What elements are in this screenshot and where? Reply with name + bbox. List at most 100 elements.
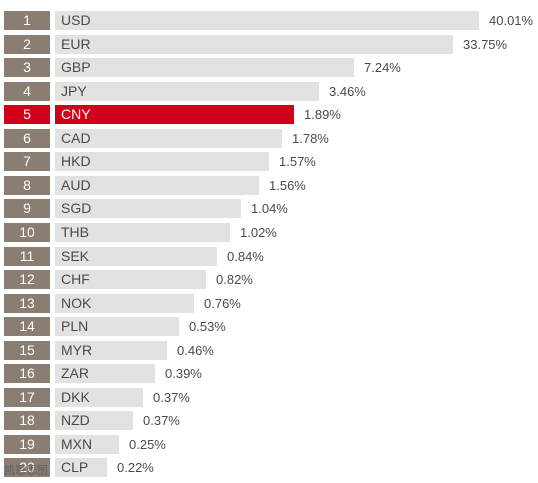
- category-label: DKK: [61, 389, 90, 405]
- category-label: NOK: [61, 295, 92, 311]
- value-label: 0.76%: [204, 296, 241, 311]
- bar: [55, 341, 167, 360]
- rank-label: 18: [4, 411, 50, 430]
- value-label: 1.57%: [279, 154, 316, 169]
- value-label: 1.78%: [292, 131, 329, 146]
- rank-label: 9: [4, 199, 50, 218]
- bar: [55, 105, 294, 124]
- bar-row-chf: 12 CHF 0.82%: [4, 270, 538, 289]
- value-label: 0.53%: [189, 319, 226, 334]
- category-label: EUR: [61, 36, 91, 52]
- bar-row-clp: 20 CLP 0.22%: [4, 458, 538, 477]
- bar: [55, 247, 217, 266]
- watermark: 凯恩思图: [4, 465, 48, 477]
- bar-row-hkd: 7 HKD 1.57%: [4, 152, 538, 171]
- rank-label: 6: [4, 129, 50, 148]
- rank-label: 17: [4, 388, 50, 407]
- rank-label: 10: [4, 223, 50, 242]
- bar-row-jpy: 4 JPY 3.46%: [4, 82, 538, 101]
- value-label: 0.39%: [165, 366, 202, 381]
- category-label: GBP: [61, 59, 91, 75]
- rank-label: 3: [4, 58, 50, 77]
- bar: [55, 176, 259, 195]
- bar: [55, 458, 107, 477]
- bar-row-usd: 1 USD 40.01%: [4, 11, 538, 30]
- bar-row-mxn: 19 MXN 0.25%: [4, 435, 538, 454]
- value-label: 0.22%: [117, 460, 154, 475]
- bar: [55, 82, 319, 101]
- bar-row-gbp: 3 GBP 7.24%: [4, 58, 538, 77]
- category-label: SGD: [61, 200, 92, 216]
- bar-row-zar: 16 ZAR 0.39%: [4, 364, 538, 383]
- value-label: 1.89%: [304, 107, 341, 122]
- bar-row-cny: 5 CNY 1.89%: [4, 105, 538, 124]
- bar-row-pln: 14 PLN 0.53%: [4, 317, 538, 336]
- rank-label: 11: [4, 247, 50, 266]
- rank-label: 13: [4, 294, 50, 313]
- category-label: HKD: [61, 153, 91, 169]
- rank-label: 19: [4, 435, 50, 454]
- bar-row-aud: 8 AUD 1.56%: [4, 176, 538, 195]
- rank-label: 1: [4, 11, 50, 30]
- rank-label: 5: [4, 105, 50, 124]
- value-label: 3.46%: [329, 84, 366, 99]
- bar: [55, 11, 479, 30]
- bar: [55, 364, 155, 383]
- bar-row-dkk: 17 DKK 0.37%: [4, 388, 538, 407]
- bar-row-sgd: 9 SGD 1.04%: [4, 199, 538, 218]
- value-label: 0.37%: [143, 413, 180, 428]
- bar: [55, 223, 230, 242]
- category-label: CLP: [61, 459, 89, 475]
- category-label: MXN: [61, 436, 93, 452]
- category-label: SEK: [61, 248, 90, 264]
- bar: [55, 199, 241, 218]
- bar: [55, 152, 269, 171]
- bar: [55, 317, 179, 336]
- value-label: 0.37%: [153, 390, 190, 405]
- rank-label: 20: [4, 458, 50, 477]
- value-label: 33.75%: [463, 37, 508, 52]
- bar: [55, 35, 453, 54]
- bar: [55, 270, 206, 289]
- bar-row-nzd: 18 NZD 0.37%: [4, 411, 538, 430]
- bar: [55, 388, 143, 407]
- value-label: 1.04%: [251, 201, 288, 216]
- rank-label: 2: [4, 35, 50, 54]
- rank-label: 14: [4, 317, 50, 336]
- value-label: 0.84%: [227, 249, 264, 264]
- value-label: 1.02%: [240, 225, 277, 240]
- bar-row-nok: 13 NOK 0.76%: [4, 294, 538, 313]
- bar-row-cad: 6 CAD 1.78%: [4, 129, 538, 148]
- value-label: 0.46%: [177, 343, 214, 358]
- bar-row-eur: 2 EUR 33.75%: [4, 35, 538, 54]
- rank-label: 16: [4, 364, 50, 383]
- rank-label: 12: [4, 270, 50, 289]
- bar-row-thb: 10 THB 1.02%: [4, 223, 538, 242]
- value-label: 7.24%: [364, 60, 401, 75]
- value-label: 40.01%: [489, 13, 534, 28]
- category-label: CNY: [61, 106, 91, 122]
- category-label: ZAR: [61, 365, 89, 381]
- category-label: USD: [61, 12, 91, 28]
- bar: [55, 411, 133, 430]
- category-label: CHF: [61, 271, 90, 287]
- rank-label: 8: [4, 176, 50, 195]
- value-label: 0.82%: [216, 272, 253, 287]
- category-label: AUD: [61, 177, 91, 193]
- value-label: 0.25%: [129, 437, 166, 452]
- rank-label: 4: [4, 82, 50, 101]
- category-label: PLN: [61, 318, 89, 334]
- bar: [55, 58, 354, 77]
- bar: [55, 129, 282, 148]
- category-label: NZD: [61, 412, 90, 428]
- bar: [55, 435, 119, 454]
- category-label: THB: [61, 224, 89, 240]
- category-label: CAD: [61, 130, 91, 146]
- bar: [55, 294, 194, 313]
- bar-row-sek: 11 SEK 0.84%: [4, 247, 538, 266]
- value-label: 1.56%: [269, 178, 306, 193]
- category-label: MYR: [61, 342, 93, 358]
- rank-label: 15: [4, 341, 50, 360]
- category-label: JPY: [61, 83, 87, 99]
- bar-row-myr: 15 MYR 0.46%: [4, 341, 538, 360]
